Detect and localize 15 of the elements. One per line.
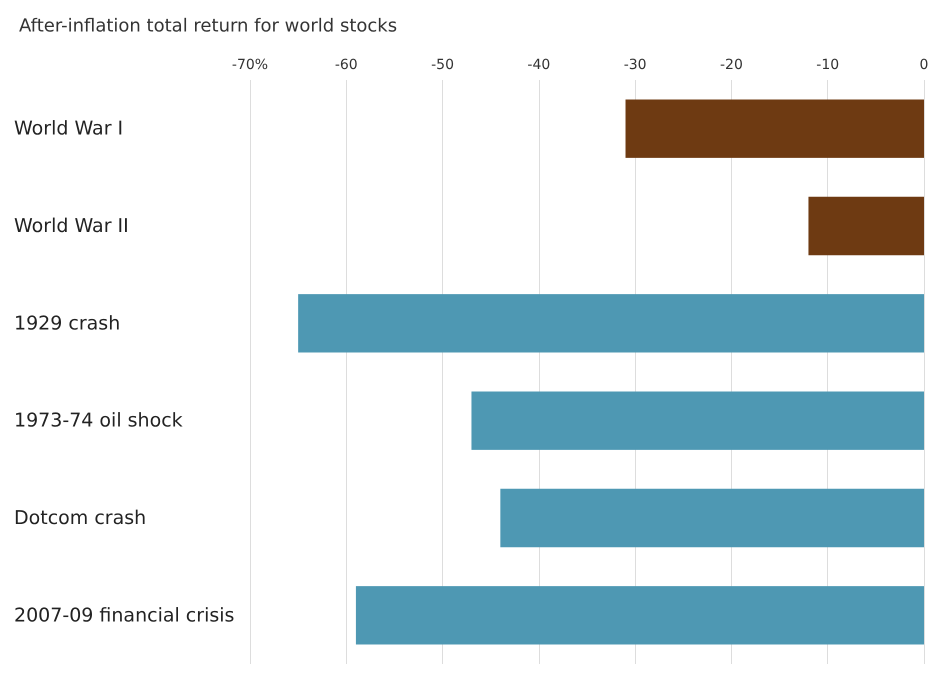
x-tick-label: -60 — [334, 57, 358, 73]
x-tick-label: -30 — [624, 57, 647, 73]
y-tick-label: Dotcom crash — [14, 507, 146, 529]
y-tick-label: World War I — [14, 118, 124, 140]
x-tick-label: -50 — [431, 57, 454, 73]
y-tick-label: 2007-09 financial crisis — [14, 604, 234, 626]
x-tick-label: -10 — [816, 57, 840, 73]
x-tick-label: -70% — [232, 57, 268, 73]
x-tick-label: -40 — [527, 57, 550, 73]
y-tick-label: 1929 crash — [14, 312, 120, 334]
y-tick-label: 1973-74 oil shock — [14, 410, 183, 432]
x-tick-label: -20 — [720, 57, 743, 73]
chart-title: After-inflation total return for world stocks — [19, 16, 398, 36]
x-tick-label: 0 — [920, 57, 928, 73]
y-tick-label: World War II — [14, 215, 129, 237]
